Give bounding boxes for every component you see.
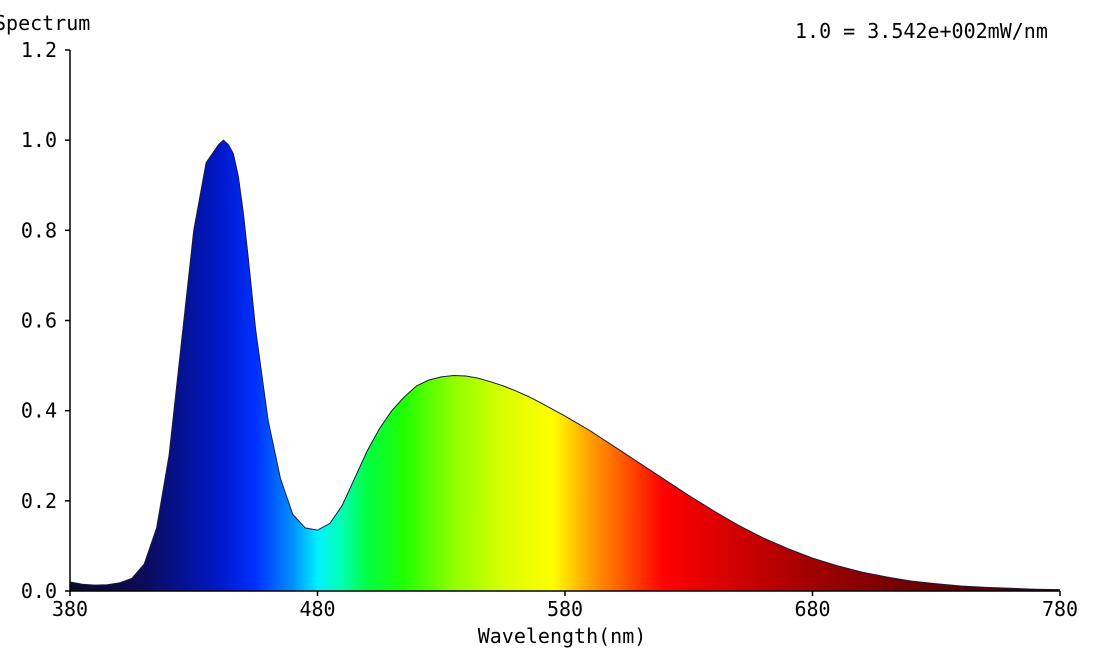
y-tick-label: 0.2 — [21, 489, 57, 513]
x-tick-label: 780 — [1042, 597, 1078, 621]
x-tick-label: 480 — [299, 597, 335, 621]
y-tick-label: 1.0 — [21, 128, 57, 152]
chart-title: Spectrum — [0, 11, 90, 35]
spectrum-outline — [69, 139, 1061, 591]
y-tick-label: 0.6 — [21, 309, 57, 333]
x-tick-label: 380 — [52, 597, 88, 621]
y-tick-label: 0.8 — [21, 218, 57, 242]
x-tick-label: 580 — [547, 597, 583, 621]
y-tick-label: 0.4 — [21, 399, 57, 423]
scale-note: 1.0 = 3.542e+002mW/nm — [795, 19, 1048, 43]
spectrum-area — [70, 140, 1060, 591]
x-axis-label: Wavelength(nm) — [478, 624, 647, 648]
y-tick-label: 0.0 — [21, 579, 57, 603]
x-tick-label: 680 — [794, 597, 830, 621]
y-tick-label: 1.2 — [21, 38, 57, 62]
